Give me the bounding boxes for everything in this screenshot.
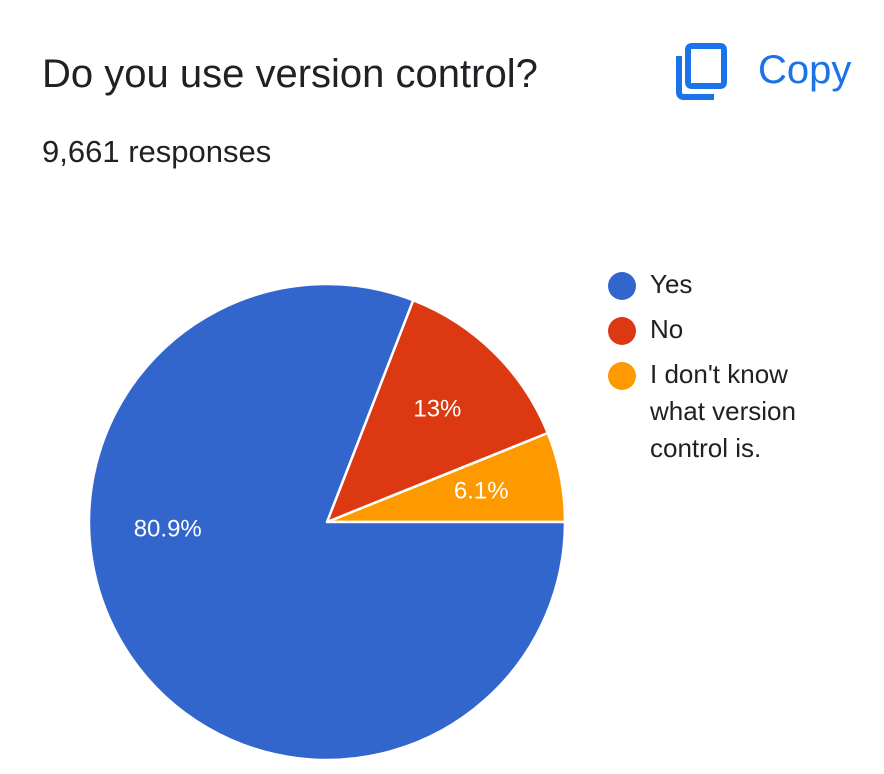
copy-button[interactable]: Copy (676, 38, 872, 102)
legend-label: what version (650, 396, 796, 426)
legend-swatch (608, 362, 636, 390)
legend-swatch (608, 272, 636, 300)
legend-label: No (650, 314, 684, 344)
slice-label-i-don-t-know-what-version-control-is: 6.1% (454, 477, 509, 504)
pie-slice-no (325, 298, 549, 524)
legend-item-yes[interactable]: Yes (608, 266, 878, 303)
legend-label: I don't know (650, 359, 788, 389)
response-count: 9,661 responses (42, 134, 272, 169)
copy-icon (676, 43, 727, 100)
legend-swatch (608, 317, 636, 345)
legend-item-i-don-t-know-what-version-control-is[interactable]: I don't know what version control is. (608, 356, 878, 467)
pie-slice-yes (87, 282, 567, 762)
slice-label-no: 13% (413, 396, 461, 423)
legend-item-no[interactable]: No (608, 311, 878, 348)
slice-label-yes: 80.9% (134, 515, 202, 542)
legend-label: Yes (650, 269, 693, 299)
legend-label: control is. (650, 433, 762, 463)
chart-title: Do you use version control? (42, 52, 538, 96)
copy-label: Copy (758, 48, 852, 92)
legend: Yes No I don't know what version control is. (608, 266, 878, 475)
